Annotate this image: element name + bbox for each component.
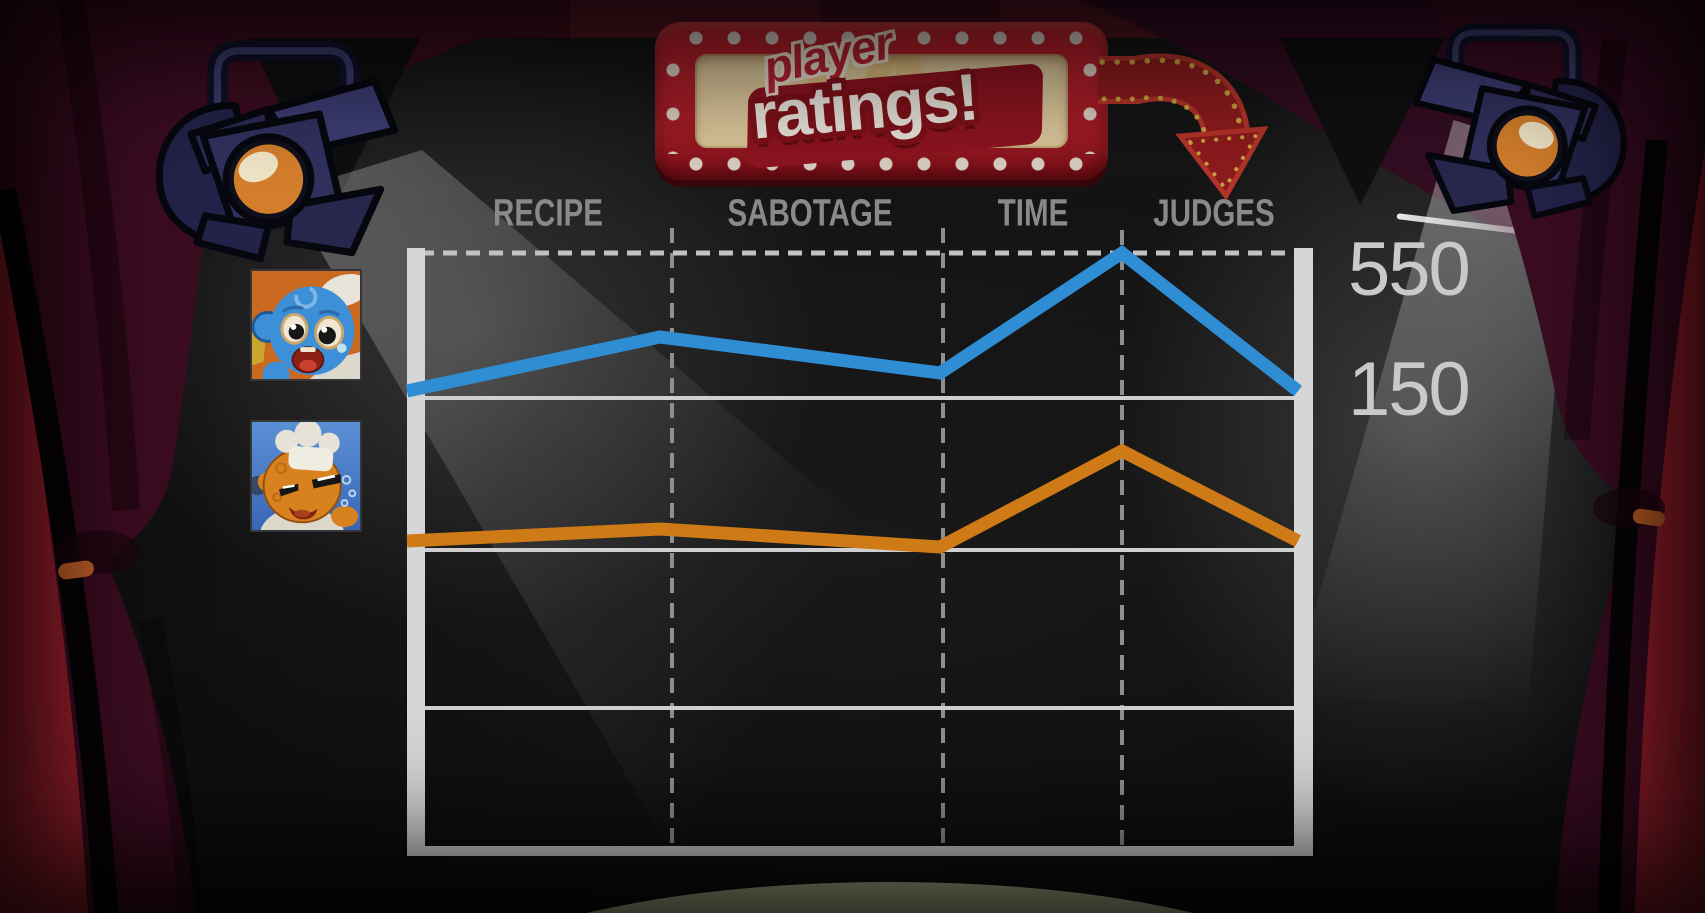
chart-right-border bbox=[1294, 248, 1313, 856]
column-header-recipe: RECIPE bbox=[493, 190, 603, 234]
player1-avatar bbox=[250, 269, 362, 381]
ratings-chart bbox=[405, 220, 1313, 856]
player2-score-line bbox=[406, 443, 1301, 554]
player2-score: 150 bbox=[1348, 347, 1471, 432]
player1-score: 550 bbox=[1348, 227, 1471, 312]
player-ratings-sign: player ratings! bbox=[655, 16, 1108, 180]
chart-bottom-border bbox=[407, 846, 1313, 856]
spotlight-left-icon bbox=[138, 16, 403, 271]
column-header-sabotage: SABOTAGE bbox=[727, 190, 893, 234]
chart-left-border bbox=[407, 248, 425, 856]
blue-cat-chef-crying-icon bbox=[252, 271, 360, 379]
marquee-bulbs-right-icon bbox=[1083, 48, 1097, 154]
marquee-bulbs-left-icon bbox=[666, 48, 680, 154]
spotlight-right-icon bbox=[1408, 2, 1643, 227]
curved-arrow-down-icon bbox=[1098, 53, 1268, 201]
curtain-left bbox=[0, 0, 238, 913]
orange-bear-chef-smug-icon bbox=[252, 422, 360, 530]
player2-avatar bbox=[250, 420, 362, 532]
column-header-time: TIME bbox=[997, 190, 1069, 234]
column-header-judges: JUDGES bbox=[1153, 190, 1275, 234]
player1-score-line bbox=[405, 244, 1303, 398]
marquee-bulbs-bottom-icon bbox=[677, 157, 1086, 171]
marquee-bulbs-top-icon bbox=[677, 31, 1086, 45]
